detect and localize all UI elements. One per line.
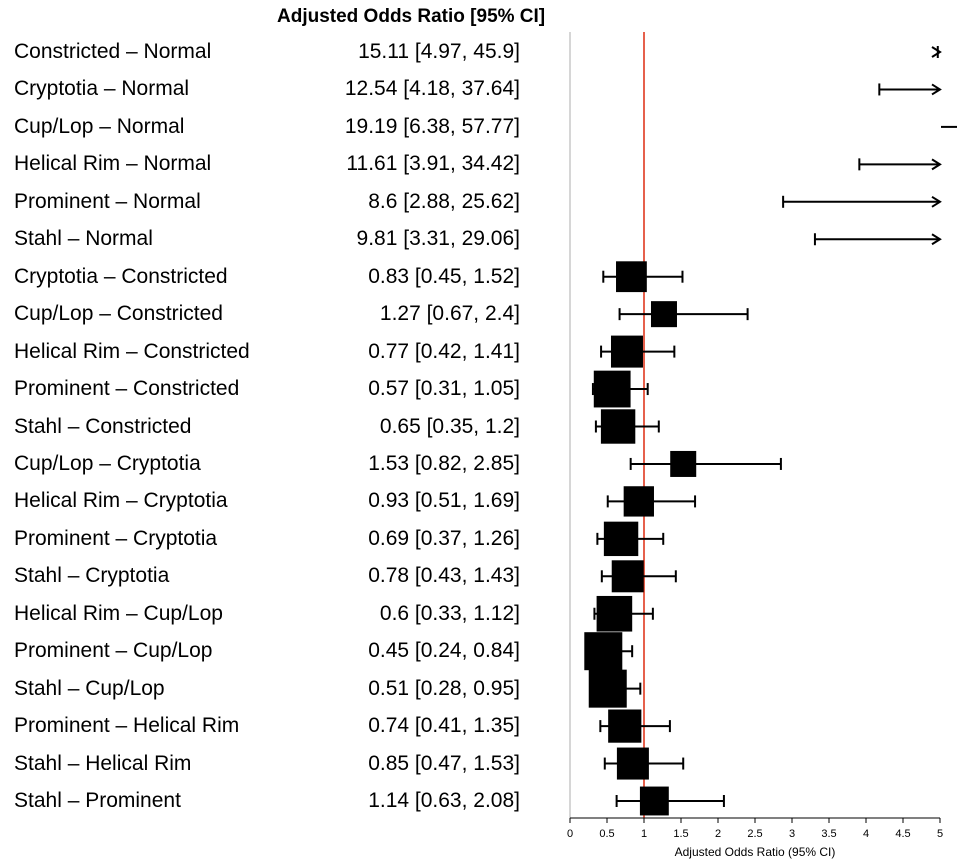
point-estimate bbox=[616, 261, 647, 292]
x-tick-label: 2.5 bbox=[747, 828, 762, 840]
x-tick-label: 3.5 bbox=[821, 828, 836, 840]
x-axis-title: Adjusted Odds Ratio (95% CI) bbox=[675, 845, 836, 859]
point-estimate bbox=[597, 596, 633, 632]
point-estimate bbox=[589, 670, 627, 708]
x-tick-label: 2 bbox=[715, 828, 721, 840]
ci-arrow-head bbox=[932, 47, 940, 57]
x-tick-label: 4 bbox=[863, 828, 869, 840]
point-estimate bbox=[670, 451, 696, 477]
point-estimate bbox=[608, 710, 641, 743]
point-estimate bbox=[624, 486, 654, 516]
point-estimate bbox=[651, 301, 677, 327]
point-estimate bbox=[640, 787, 669, 816]
point-estimate bbox=[594, 371, 631, 408]
x-tick-label: 0 bbox=[567, 828, 573, 840]
x-tick-label: 4.5 bbox=[895, 828, 910, 840]
x-tick-label: 5 bbox=[937, 828, 943, 840]
point-estimate bbox=[604, 522, 638, 556]
point-estimate bbox=[601, 409, 635, 443]
point-estimate bbox=[584, 632, 622, 670]
x-tick-label: 1 bbox=[641, 828, 647, 840]
x-tick-label: 1.5 bbox=[673, 828, 688, 840]
point-estimate bbox=[617, 748, 649, 780]
x-tick-label: 0.5 bbox=[599, 828, 614, 840]
point-estimate bbox=[612, 560, 644, 592]
x-tick-label: 3 bbox=[789, 828, 795, 840]
point-estimate bbox=[611, 336, 643, 368]
